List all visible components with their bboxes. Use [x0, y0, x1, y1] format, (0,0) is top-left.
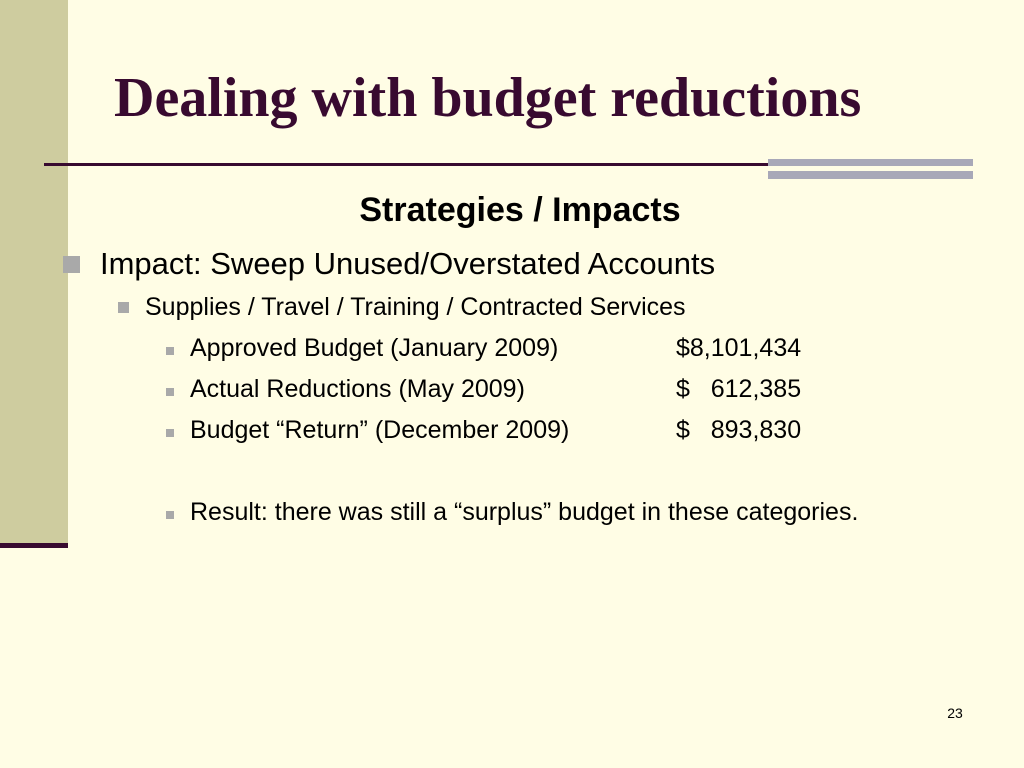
result-text: Result: there was still a “surplus” budg… [190, 498, 859, 526]
bullet-square-icon [166, 388, 174, 396]
budget-item-row: Actual Reductions (May 2009) $ 612,385 [0, 374, 1024, 404]
level1-bullet-text: Impact: Sweep Unused/Overstated Accounts [100, 246, 716, 281]
level2-bullet-text: Supplies / Travel / Training / Contracte… [145, 293, 686, 321]
budget-item-row: Budget “Return” (December 2009) $ 893,83… [0, 415, 1024, 445]
left-accent-band-end [0, 543, 68, 548]
bullet-square-icon [118, 302, 129, 313]
slide-subheading: Strategies / Impacts [359, 191, 681, 229]
page-number: 23 [947, 705, 963, 721]
title-divider [44, 163, 784, 166]
budget-item-label: Budget “Return” (December 2009) [190, 416, 570, 444]
bullet-square-icon [166, 429, 174, 437]
budget-item-amount: $ 612,385 [676, 375, 802, 403]
budget-item-amount: $8,101,434 [676, 334, 802, 362]
budget-item-label: Approved Budget (January 2009) [190, 334, 559, 362]
budget-item-label: Actual Reductions (May 2009) [190, 375, 525, 403]
result-row: Result: there was still a “surplus” budg… [0, 497, 1024, 527]
budget-item-row: Approved Budget (January 2009) $8,101,43… [0, 333, 1024, 363]
budget-item-amount: $ 893,830 [676, 416, 802, 444]
left-accent-band [0, 0, 68, 543]
slide-title: Dealing with budget reductions [114, 67, 862, 129]
decorative-bar-bottom [768, 171, 973, 179]
bullet-square-icon [166, 347, 174, 355]
bullet-square-icon [166, 511, 174, 519]
bullet-square-icon [63, 256, 80, 273]
decorative-bar-top [768, 159, 973, 166]
